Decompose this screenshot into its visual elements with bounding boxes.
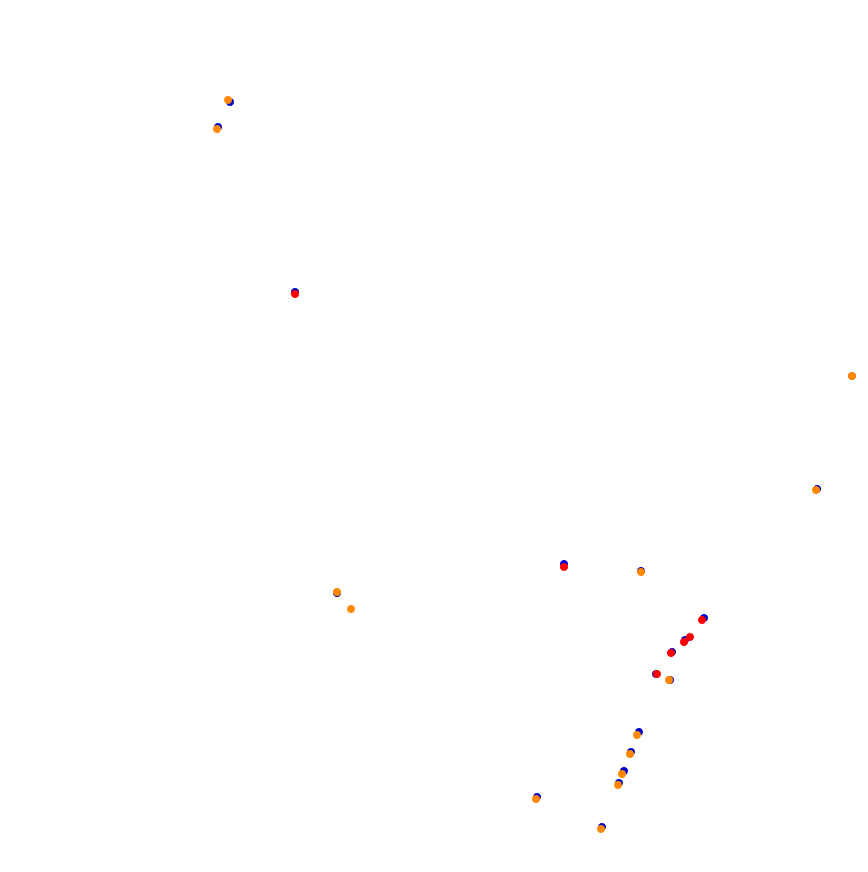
data-point-orange-4	[637, 568, 645, 576]
data-point-red-2	[698, 616, 706, 624]
data-point-red-0	[291, 290, 299, 298]
data-point-orange-12	[532, 795, 540, 803]
data-point-red-3	[686, 633, 694, 641]
series-blue	[214, 98, 856, 831]
data-point-orange-13	[597, 825, 605, 833]
data-point-orange-6	[347, 605, 355, 613]
series-red	[291, 290, 706, 678]
data-point-orange-1	[213, 125, 221, 133]
data-point-orange-10	[618, 770, 626, 778]
data-point-red-6	[653, 670, 661, 678]
data-point-orange-7	[665, 676, 673, 684]
data-point-orange-11	[614, 781, 622, 789]
data-point-orange-5	[333, 588, 341, 596]
data-point-orange-8	[633, 731, 641, 739]
series-orange	[213, 96, 856, 833]
data-point-red-4	[680, 638, 688, 646]
data-point-orange-2	[848, 372, 856, 380]
data-point-red-5	[667, 649, 675, 657]
data-point-red-1	[560, 563, 568, 571]
data-point-orange-3	[812, 486, 820, 494]
data-point-orange-0	[224, 96, 232, 104]
data-point-orange-9	[626, 750, 634, 758]
